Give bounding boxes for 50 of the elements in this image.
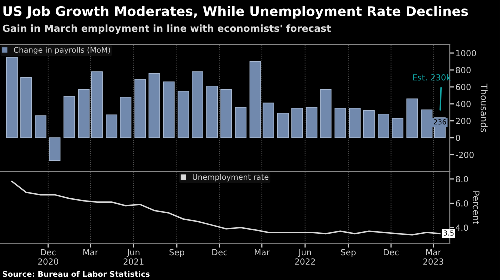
y-axis-title: Percent [472, 192, 480, 225]
bar [277, 113, 289, 138]
bar [106, 114, 118, 138]
line-series [12, 180, 441, 236]
bar [134, 79, 146, 138]
x-tick-label: Sep [170, 249, 184, 258]
x-tick-label: Dec 2020 [38, 249, 58, 265]
bar [220, 89, 232, 138]
y-tick-label: 0 [456, 135, 460, 142]
bar [320, 89, 332, 138]
x-tick-label: Jun 2022 [295, 249, 316, 265]
chart-title: US Job Growth Moderates, While Unemployment Rate Declines [4, 6, 468, 20]
bar [306, 107, 318, 138]
chart-subtitle: Gain in March employment in line with economists' forecast [2, 24, 332, 34]
bar [392, 118, 404, 138]
x-tick-label: Mar [84, 249, 99, 256]
y-axis-title: Thousands [480, 84, 488, 132]
bar [378, 114, 390, 138]
y-tick-label: 600 [456, 84, 471, 90]
bar [148, 73, 160, 138]
y-tick-label: 1000 [456, 50, 476, 57]
bar [178, 91, 190, 138]
y-tick-label: 800 [456, 67, 471, 74]
bar [235, 107, 247, 138]
x-tick-label: Dec [384, 249, 399, 256]
y-tick-label: -200 [456, 152, 474, 158]
x-tick-label: Mar 2023 [424, 249, 444, 265]
bar [64, 96, 76, 138]
bar [192, 72, 204, 138]
bar [334, 108, 346, 138]
x-tick-label: Dec [212, 249, 228, 256]
x-tick-label: Jun 2021 [124, 249, 144, 265]
y-tick-label: 8.0 [456, 176, 468, 182]
x-tick-label: Sep [341, 249, 356, 258]
bar [406, 98, 418, 138]
y-tick-label: 4.0 [456, 224, 468, 232]
bar [35, 116, 47, 138]
bar [163, 82, 175, 138]
bar [349, 108, 361, 138]
y-tick-label: 400 [456, 101, 471, 108]
bar [206, 86, 218, 138]
bar [6, 57, 18, 138]
bar [49, 138, 61, 162]
bar [363, 110, 375, 138]
bar [120, 96, 132, 138]
bar [20, 78, 32, 138]
y-tick-label: 200 [456, 118, 471, 124]
bar [292, 108, 304, 138]
x-tick-label: Mar [255, 249, 270, 256]
y-tick-label: 6.0 [456, 200, 468, 207]
